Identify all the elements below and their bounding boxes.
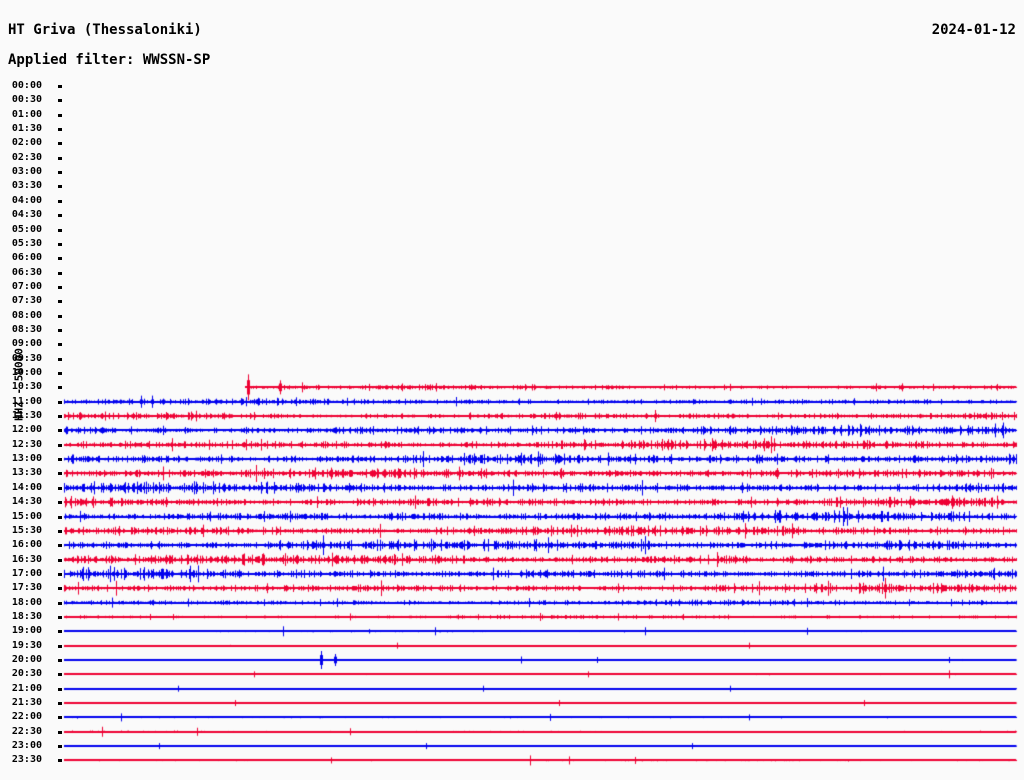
seismogram-trace-canvas xyxy=(0,0,1024,780)
seismogram-page: HT Griva (Thessaloniki) Applied filter: … xyxy=(0,0,1024,780)
